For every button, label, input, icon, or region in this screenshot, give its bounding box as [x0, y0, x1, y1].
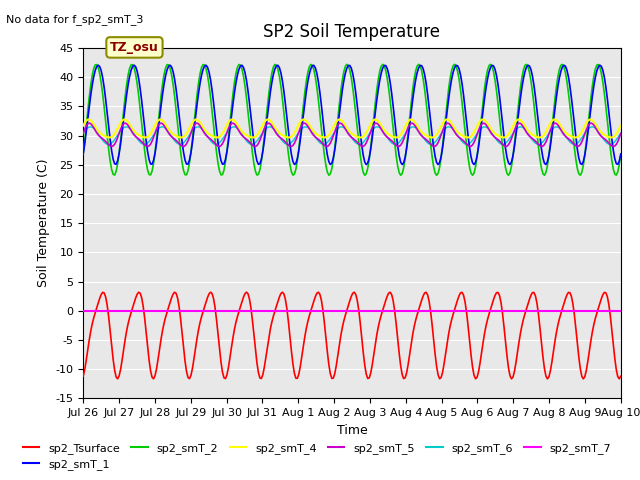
X-axis label: Time: Time	[337, 424, 367, 437]
Text: No data for f_sp2_smT_3: No data for f_sp2_smT_3	[6, 14, 144, 25]
Title: SP2 Soil Temperature: SP2 Soil Temperature	[264, 23, 440, 41]
Legend: sp2_Tsurface, sp2_smT_1, sp2_smT_2, sp2_smT_4, sp2_smT_5, sp2_smT_6, sp2_smT_7: sp2_Tsurface, sp2_smT_1, sp2_smT_2, sp2_…	[19, 438, 616, 474]
Y-axis label: Soil Temperature (C): Soil Temperature (C)	[37, 159, 50, 288]
Text: TZ_osu: TZ_osu	[110, 41, 159, 54]
